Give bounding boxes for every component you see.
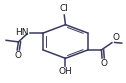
Text: O: O [15,51,22,60]
Text: HN: HN [15,28,29,37]
Text: O: O [113,33,120,42]
Text: OH: OH [59,67,72,76]
Text: O: O [100,59,107,68]
Text: Cl: Cl [60,4,69,13]
